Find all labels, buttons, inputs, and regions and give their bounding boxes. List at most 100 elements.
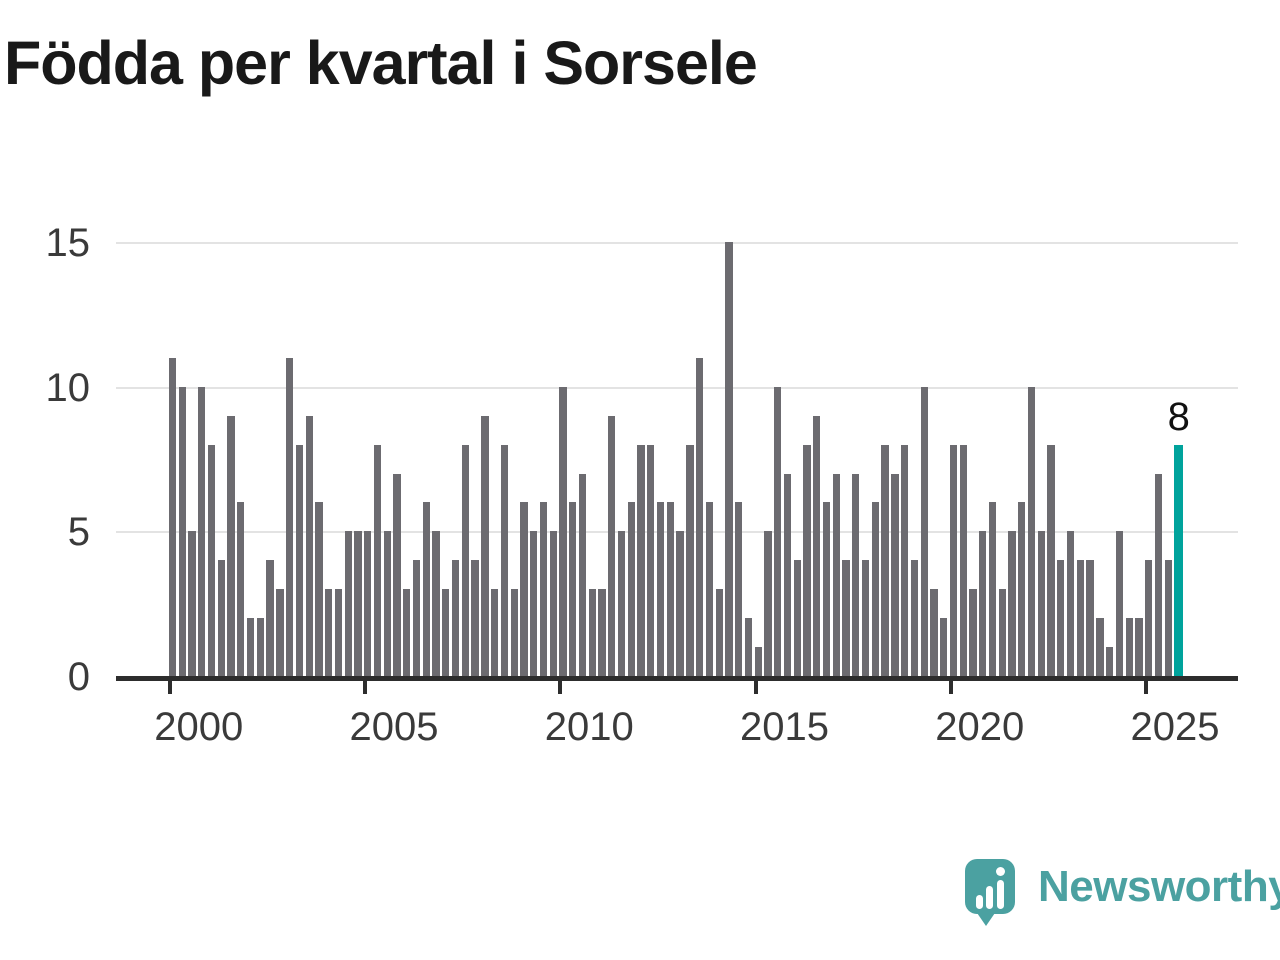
bar [412, 560, 421, 676]
bar [832, 473, 840, 676]
bar [852, 473, 860, 676]
bar [364, 531, 372, 676]
bar [764, 531, 772, 676]
bar [1008, 531, 1016, 676]
bar [1047, 444, 1055, 676]
bar [930, 589, 938, 676]
bar [578, 473, 587, 676]
bar [510, 589, 518, 676]
bar-chart-icon [976, 895, 983, 909]
y-axis-label: 5 [67, 510, 90, 555]
highlight-bar [1174, 444, 1184, 676]
bar [403, 589, 411, 676]
x-axis-tick [948, 676, 953, 694]
x-axis-tick [753, 676, 758, 694]
bar [481, 415, 489, 676]
speech-bubble-tail-icon [975, 910, 997, 926]
bar [647, 444, 655, 676]
bar [676, 531, 684, 676]
bar [1135, 618, 1143, 676]
bar [871, 502, 880, 676]
x-axis-label: 2015 [740, 705, 829, 749]
bar [861, 560, 870, 676]
bar [715, 589, 723, 676]
bar [490, 589, 499, 676]
bar [959, 444, 967, 676]
bar [1145, 560, 1153, 676]
bar [569, 502, 577, 676]
bar [471, 560, 479, 676]
last-value-label: 8 [1167, 394, 1190, 439]
bar [979, 531, 987, 676]
bar [588, 589, 596, 676]
bar-chart-icon [986, 886, 993, 909]
y-axis-label: 10 [45, 365, 91, 410]
bar [442, 589, 450, 676]
bar [1066, 531, 1075, 676]
bar [910, 560, 919, 676]
bar [881, 444, 889, 676]
bar [686, 444, 694, 676]
bar [237, 502, 245, 676]
bar [227, 415, 235, 676]
bar [256, 618, 265, 676]
chart-title: Födda per kvartal i Sorsele [4, 29, 758, 97]
x-axis-tick [363, 676, 367, 694]
bar [725, 242, 733, 676]
x-axis-tick [1144, 676, 1148, 694]
bar [178, 386, 186, 676]
bar [666, 502, 675, 676]
bar [432, 531, 440, 676]
bar [735, 502, 743, 676]
exclamation-dot-icon [996, 867, 1005, 876]
bar [373, 444, 382, 676]
bar [969, 589, 977, 676]
bar [813, 415, 821, 676]
bar [627, 502, 635, 676]
bar [803, 444, 811, 676]
y-axis-label: 15 [45, 221, 91, 265]
bar [705, 502, 714, 676]
bar [217, 560, 225, 676]
bar [315, 502, 323, 676]
bar [1076, 560, 1085, 676]
bar [754, 647, 762, 676]
bar [285, 357, 294, 676]
bar [520, 502, 528, 676]
bar [774, 386, 782, 676]
bar [207, 444, 216, 676]
x-axis-line [116, 676, 1238, 681]
x-axis-tick [167, 676, 172, 694]
bar [783, 473, 792, 676]
bar [842, 560, 850, 676]
bar [695, 357, 704, 676]
bar [530, 531, 538, 676]
bar [422, 502, 430, 676]
bar [295, 444, 304, 676]
bar [344, 531, 352, 676]
x-axis-label: 2020 [935, 705, 1025, 749]
bar [1125, 618, 1133, 676]
bar [1027, 386, 1036, 676]
bar [246, 618, 255, 676]
gridline-y-10 [116, 386, 1238, 389]
bar [1018, 502, 1026, 676]
newsworthy-logo-text: Newsworthy [1038, 862, 1280, 911]
bar [744, 618, 753, 676]
bar [451, 560, 460, 676]
bar [1164, 560, 1172, 676]
bar [188, 531, 196, 676]
bar [617, 531, 626, 676]
x-axis-label: 2005 [349, 705, 439, 749]
bar [1086, 560, 1094, 676]
bar [198, 386, 206, 676]
bar [393, 473, 401, 676]
bar [549, 531, 557, 676]
bar [793, 560, 801, 676]
bar [656, 502, 665, 676]
bar [266, 560, 274, 676]
bar [1037, 531, 1045, 676]
bar [998, 589, 1006, 676]
